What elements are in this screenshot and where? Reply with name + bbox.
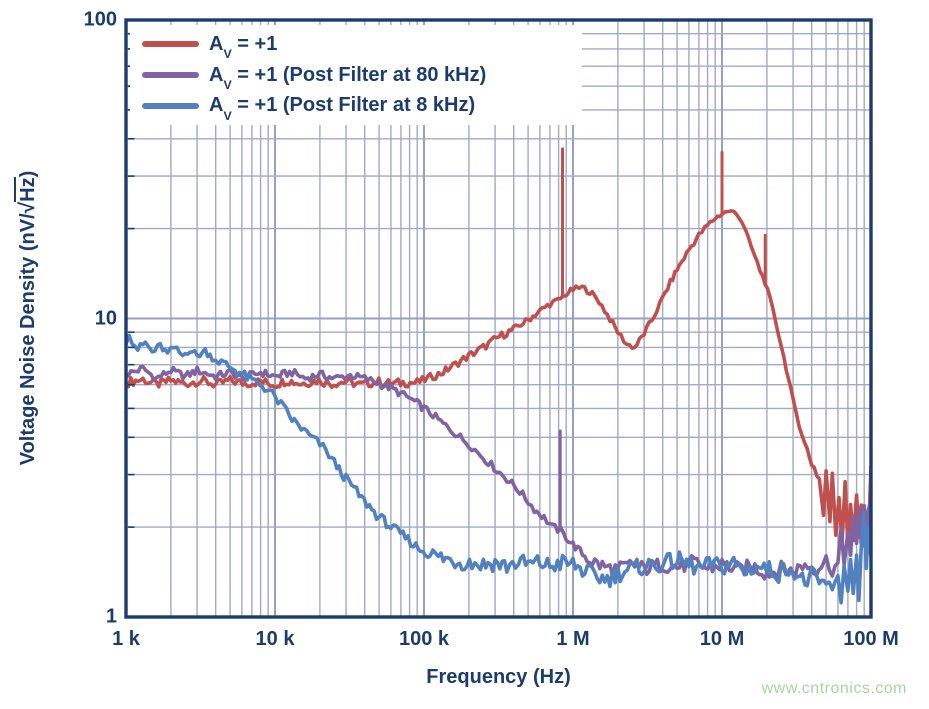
legend-label: AV = +1 bbox=[209, 32, 278, 62]
legend-swatch-red-line bbox=[142, 41, 199, 48]
curve-series-2 bbox=[126, 333, 871, 605]
legend-item: AV = +1 bbox=[142, 32, 582, 62]
legend-item: AV = +1 (Post Filter at 80 kHz) bbox=[142, 63, 582, 92]
curve-series-0 bbox=[126, 209, 871, 548]
x-tick-label: 10 k bbox=[255, 628, 295, 650]
watermark: www.cntronics.com bbox=[761, 680, 907, 697]
x-axis-label: Frequency (Hz) bbox=[426, 666, 571, 688]
x-tick-label: 10 M bbox=[699, 628, 745, 650]
curve-series-1 bbox=[126, 364, 871, 581]
plot-frame bbox=[124, 18, 873, 619]
legend-label: AV = +1 (Post Filter at 8 kHz) bbox=[209, 94, 476, 123]
chart-legend: AV = +1 AV = +1 (Post Filter at 80 kHz) … bbox=[130, 25, 582, 125]
x-tick-label: 100 k bbox=[398, 628, 450, 650]
y-tick-label: 100 bbox=[83, 8, 117, 31]
legend-swatch-purple-line bbox=[142, 72, 199, 78]
x-tick-label: 100 M bbox=[843, 628, 899, 650]
legend-label: AV = +1 (Post Filter at 80 kHz) bbox=[209, 63, 487, 92]
x-tick-label: 1 M bbox=[556, 628, 590, 650]
x-tick-label: 1 k bbox=[112, 628, 140, 650]
legend-swatch-blue-line bbox=[142, 102, 199, 109]
y-tick-label: 1 bbox=[105, 605, 117, 628]
y-tick-label: 10 bbox=[94, 307, 117, 329]
curves bbox=[126, 147, 871, 605]
legend-item: AV = +1 (Post Filter at 8 kHz) bbox=[142, 94, 582, 123]
